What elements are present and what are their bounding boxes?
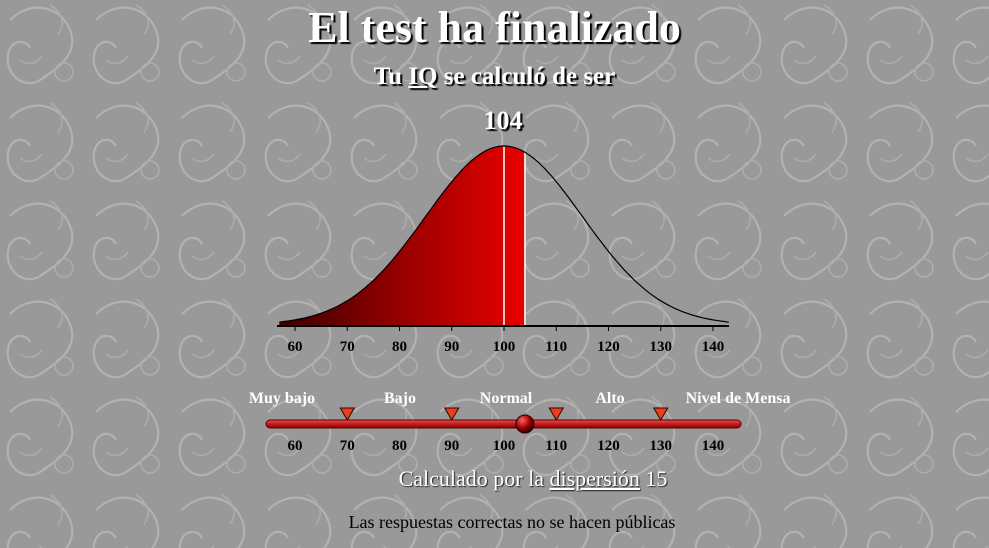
x-tick-label: 60 — [288, 339, 303, 355]
scale-boundary-marker — [548, 407, 565, 421]
scale-tick-label: 120 — [597, 438, 620, 454]
x-axis-ticks: 60 70 80 90 100 110 120 130 140 — [288, 326, 725, 355]
answers-note: Las respuestas correctas no se hacen púb… — [348, 512, 676, 532]
scale-tick-label: 60 — [288, 438, 303, 454]
dispersion-text: Calculado por la dispersión 15 — [0, 466, 989, 492]
scale-boundary-marker — [443, 407, 460, 421]
distribution-curve — [279, 145, 729, 323]
scale-track — [265, 419, 742, 429]
dispersion-link[interactable]: dispersión — [549, 466, 640, 491]
dispersion-prefix: Calculado por la — [398, 466, 544, 491]
scale-tick-label: 80 — [392, 438, 407, 454]
subtitle-suffix: se calculó de ser — [443, 63, 616, 90]
x-tick-label: 90 — [444, 339, 459, 355]
x-tick-label: 140 — [702, 339, 725, 355]
iq-score: 104 — [483, 106, 523, 135]
scale-markers — [339, 407, 669, 421]
scale-category-label: Muy bajo — [249, 390, 315, 407]
dispersion-value: 15 — [645, 466, 668, 491]
subtitle-prefix: Tu — [373, 63, 403, 90]
x-tick-label: 110 — [545, 339, 567, 355]
page-title: El test ha finalizado — [308, 3, 681, 52]
x-tick-label: 130 — [650, 339, 673, 355]
curve-filled-area — [279, 146, 525, 325]
scale-category-label: Alto — [595, 390, 624, 407]
scale-category-label: Nivel de Mensa — [686, 390, 791, 407]
scale-tick-label: 70 — [340, 438, 355, 454]
scale-tick-label: 110 — [545, 438, 567, 454]
scale-knob[interactable] — [515, 414, 535, 434]
scale-category-label: Bajo — [384, 390, 416, 407]
x-tick-label: 100 — [493, 339, 516, 355]
scale-boundary-marker — [339, 407, 356, 421]
scale-tick-label: 100 — [493, 438, 516, 454]
result-subtitle: Tu IQ se calculó de ser — [0, 63, 989, 91]
x-tick-label: 70 — [340, 339, 355, 355]
scale-categories: Muy bajo Bajo Normal Alto Nivel de Mensa — [249, 390, 791, 407]
scale-ticks: 60 70 80 90 100 110 120 130 140 — [288, 438, 725, 454]
scale-category-label: Normal — [480, 390, 533, 407]
scale-tick-label: 140 — [702, 438, 725, 454]
x-tick-label: 120 — [597, 339, 620, 355]
scale-tick-label: 90 — [444, 438, 459, 454]
scale-tick-label: 130 — [650, 438, 673, 454]
x-tick-label: 80 — [392, 339, 407, 355]
scale-boundary-marker — [652, 407, 669, 421]
iq-link[interactable]: IQ — [408, 63, 438, 90]
